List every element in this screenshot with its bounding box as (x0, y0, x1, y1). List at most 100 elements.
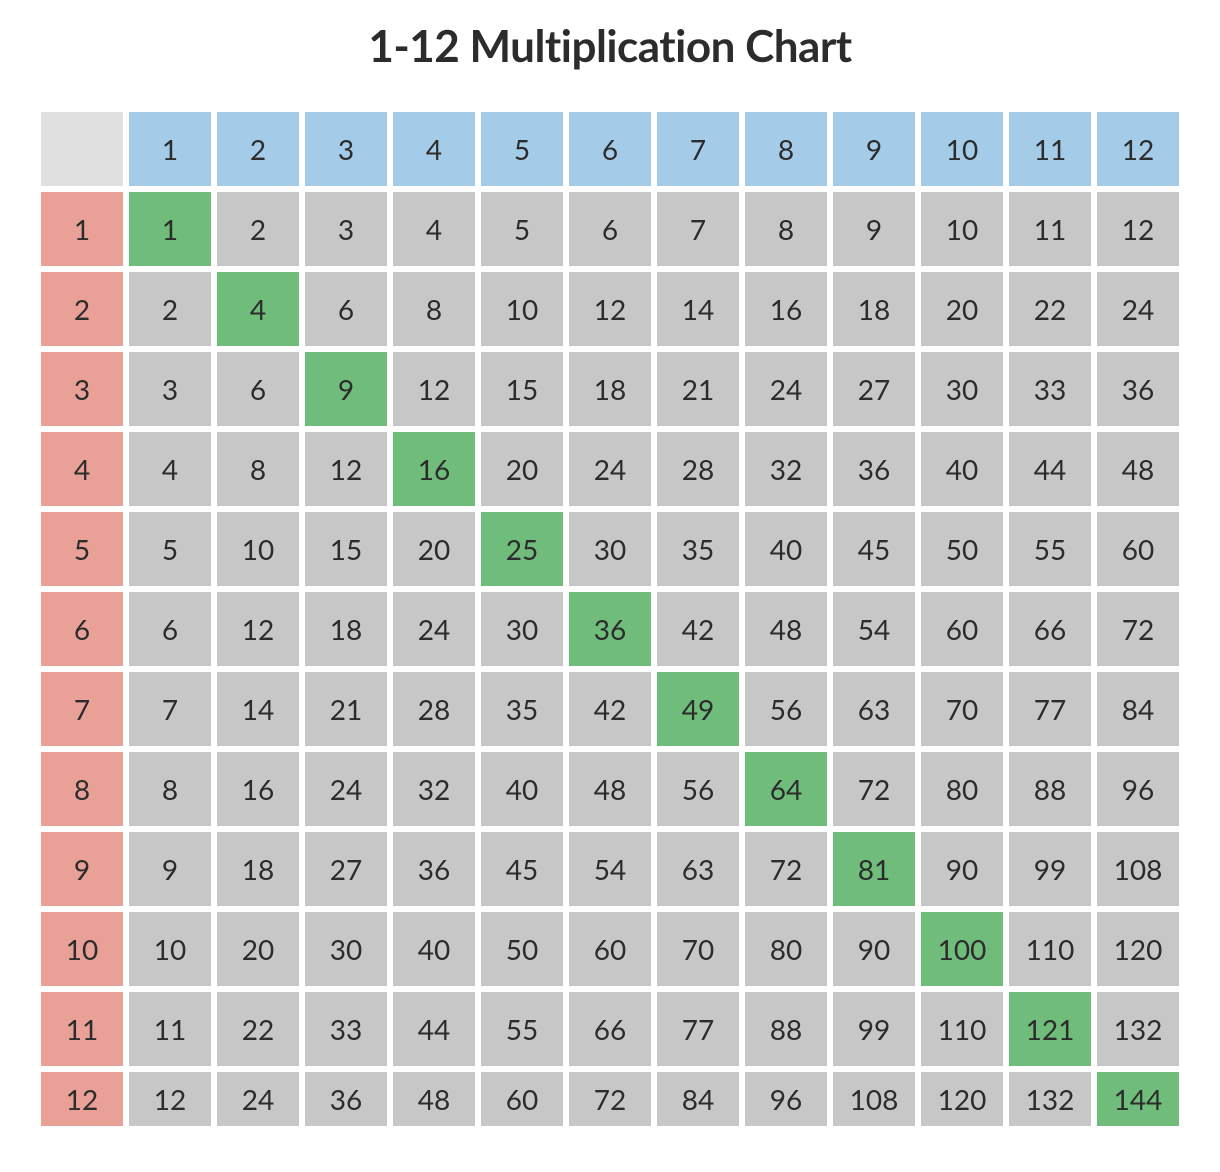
table-cell: 24 (569, 432, 651, 506)
table-cell: 72 (833, 752, 915, 826)
column-header: 2 (217, 112, 299, 186)
table-cell: 18 (569, 352, 651, 426)
table-cell: 36 (305, 1072, 387, 1126)
table-cell: 99 (833, 992, 915, 1066)
table-cell: 96 (1097, 752, 1179, 826)
table-cell: 40 (481, 752, 563, 826)
table-cell: 6 (305, 272, 387, 346)
table-cell: 28 (657, 432, 739, 506)
table-cell-diagonal: 121 (1009, 992, 1091, 1066)
table-cell: 48 (745, 592, 827, 666)
table-cell: 63 (657, 832, 739, 906)
row-header: 5 (41, 512, 123, 586)
table-cell: 84 (657, 1072, 739, 1126)
table-cell: 16 (217, 752, 299, 826)
column-header: 6 (569, 112, 651, 186)
table-cell: 40 (393, 912, 475, 986)
corner-cell (41, 112, 123, 186)
table-cell: 120 (921, 1072, 1003, 1126)
table-cell: 12 (1097, 192, 1179, 266)
table-cell: 12 (569, 272, 651, 346)
table-cell: 21 (305, 672, 387, 746)
table-cell: 36 (1097, 352, 1179, 426)
table-cell: 60 (481, 1072, 563, 1126)
column-header: 8 (745, 112, 827, 186)
table-cell: 10 (481, 272, 563, 346)
table-cell: 42 (657, 592, 739, 666)
row-header: 7 (41, 672, 123, 746)
table-cell: 90 (921, 832, 1003, 906)
table-cell: 70 (921, 672, 1003, 746)
table-cell: 3 (305, 192, 387, 266)
table-cell: 18 (833, 272, 915, 346)
table-cell: 11 (1009, 192, 1091, 266)
row-header: 9 (41, 832, 123, 906)
table-cell: 6 (569, 192, 651, 266)
table-cell: 22 (217, 992, 299, 1066)
table-cell: 70 (657, 912, 739, 986)
table-cell: 24 (393, 592, 475, 666)
chart-container: 1234567891011121123456789101112224681012… (1, 112, 1219, 1126)
table-cell: 6 (217, 352, 299, 426)
table-cell: 55 (1009, 512, 1091, 586)
row-header: 10 (41, 912, 123, 986)
table-cell: 60 (921, 592, 1003, 666)
multiplication-grid: 1234567891011121123456789101112224681012… (41, 112, 1179, 1126)
table-cell-diagonal: 36 (569, 592, 651, 666)
table-cell: 10 (129, 912, 211, 986)
table-cell: 108 (833, 1072, 915, 1126)
table-cell-diagonal: 49 (657, 672, 739, 746)
table-cell: 4 (393, 192, 475, 266)
table-cell: 88 (1009, 752, 1091, 826)
row-header: 3 (41, 352, 123, 426)
table-cell: 18 (217, 832, 299, 906)
table-cell: 20 (393, 512, 475, 586)
table-cell-diagonal: 25 (481, 512, 563, 586)
table-cell: 32 (745, 432, 827, 506)
table-cell: 35 (481, 672, 563, 746)
table-cell: 9 (129, 832, 211, 906)
table-cell: 24 (745, 352, 827, 426)
column-header: 1 (129, 112, 211, 186)
table-cell: 8 (217, 432, 299, 506)
table-cell: 66 (1009, 592, 1091, 666)
table-cell: 3 (129, 352, 211, 426)
table-cell: 8 (129, 752, 211, 826)
table-cell: 110 (921, 992, 1003, 1066)
table-cell: 132 (1097, 992, 1179, 1066)
table-cell: 16 (745, 272, 827, 346)
table-cell: 44 (393, 992, 475, 1066)
table-cell: 96 (745, 1072, 827, 1126)
table-cell: 54 (833, 592, 915, 666)
table-cell: 108 (1097, 832, 1179, 906)
table-cell-diagonal: 4 (217, 272, 299, 346)
table-cell: 11 (129, 992, 211, 1066)
column-header: 12 (1097, 112, 1179, 186)
table-cell: 36 (833, 432, 915, 506)
table-cell: 28 (393, 672, 475, 746)
table-cell: 24 (305, 752, 387, 826)
table-cell: 72 (569, 1072, 651, 1126)
table-cell: 110 (1009, 912, 1091, 986)
chart-title: 1-12 Multiplication Chart (368, 20, 851, 72)
table-cell: 88 (745, 992, 827, 1066)
table-cell-diagonal: 144 (1097, 1072, 1179, 1126)
table-cell-diagonal: 1 (129, 192, 211, 266)
table-cell: 50 (481, 912, 563, 986)
table-cell: 20 (481, 432, 563, 506)
table-cell: 18 (305, 592, 387, 666)
table-cell: 72 (1097, 592, 1179, 666)
table-cell: 33 (305, 992, 387, 1066)
table-cell: 60 (569, 912, 651, 986)
table-cell: 56 (745, 672, 827, 746)
table-cell: 8 (745, 192, 827, 266)
table-cell: 32 (393, 752, 475, 826)
table-cell: 80 (745, 912, 827, 986)
table-cell: 60 (1097, 512, 1179, 586)
table-cell: 15 (481, 352, 563, 426)
table-cell: 80 (921, 752, 1003, 826)
table-cell: 42 (569, 672, 651, 746)
table-cell: 40 (921, 432, 1003, 506)
table-cell: 40 (745, 512, 827, 586)
column-header: 7 (657, 112, 739, 186)
